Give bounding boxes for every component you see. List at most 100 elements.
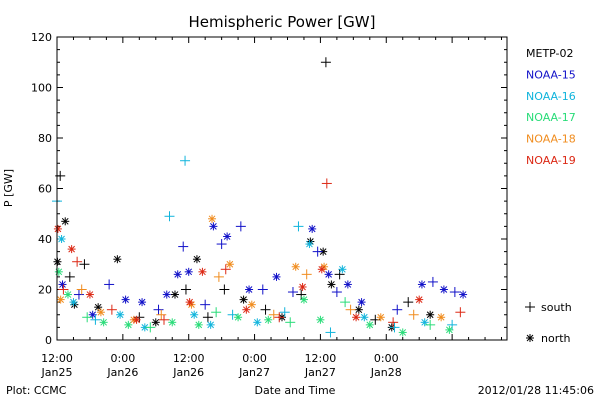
data-point-noaa-18-north [376, 313, 385, 322]
plot-timestamp: 2012/01/28 11:45:06 [478, 384, 594, 397]
data-point-noaa-19-north [298, 282, 307, 291]
data-point-noaa-15-north [459, 290, 468, 299]
y-tick-label: 60 [38, 183, 52, 196]
data-point-noaa-15-north [58, 280, 67, 289]
x-tick-label-time: 0:00 [242, 352, 267, 365]
data-point-noaa-15-north [343, 280, 352, 289]
data-point-noaa-15-south [178, 241, 189, 252]
data-point-noaa-19-north [67, 245, 76, 254]
data-point-noaa-18-south [268, 309, 279, 320]
data-point-noaa-15-north [88, 310, 97, 319]
data-point-noaa-19-north [317, 265, 326, 274]
legend-item-noaa-17: NOAA-17 [526, 111, 576, 124]
data-point-noaa-15-north [245, 285, 254, 294]
data-point-noaa-19-south [159, 314, 170, 325]
y-tick-label: 0 [45, 334, 52, 347]
data-point-noaa-19-south [455, 307, 466, 318]
data-point-noaa-15-south [392, 304, 403, 315]
data-point-noaa-17-south [145, 322, 156, 333]
y-tick-label: 120 [31, 31, 52, 44]
data-point-metp-02-south [260, 304, 271, 315]
legend-south-marker [525, 302, 535, 312]
data-point-metp-02-north [151, 318, 160, 327]
legend-item-noaa-16: NOAA-16 [526, 90, 576, 103]
legend-south-label: south [541, 301, 572, 314]
x-tick-label-date: Jan27 [304, 366, 336, 379]
data-point-noaa-17-north [445, 325, 454, 334]
data-point-noaa-15-south [104, 279, 115, 290]
data-point-noaa-18-north [96, 308, 105, 317]
data-point-noaa-18-south [76, 284, 87, 295]
data-point-noaa-18-north [437, 313, 446, 322]
x-tick-label-date: Jan27 [238, 366, 270, 379]
data-point-noaa-16-south [447, 319, 458, 330]
x-tick-label-date: Jan28 [370, 366, 402, 379]
data-point-noaa-19-north [85, 290, 94, 299]
data-point-noaa-15-north [184, 267, 193, 276]
data-point-noaa-17-north [194, 320, 203, 329]
data-point-noaa-17-north [99, 318, 108, 327]
data-point-noaa-16-north [338, 265, 347, 274]
x-tick-label-time: 12:00 [173, 352, 205, 365]
data-point-noaa-17-north [264, 315, 273, 324]
y-tick-label: 20 [38, 284, 52, 297]
data-point-noaa-17-south [425, 319, 436, 330]
x-tick-label-date: Jan26 [172, 366, 204, 379]
x-tick-label-time: 0:00 [374, 352, 399, 365]
data-point-noaa-15-south [257, 284, 268, 295]
x-axis-label: Date and Time [255, 384, 336, 397]
x-tick-label-date: Jan25 [41, 366, 73, 379]
data-point-metp-02-north [192, 255, 201, 264]
data-point-noaa-16-north [57, 235, 66, 243]
data-point-noaa-15-north [439, 285, 448, 294]
data-point-noaa-15-south [153, 304, 164, 315]
y-tick-label: 40 [38, 233, 52, 246]
data-point-noaa-15-north [138, 298, 147, 307]
data-point-metp-02-north [170, 290, 179, 299]
x-tick-label-date: Jan26 [106, 366, 138, 379]
data-point-noaa-15-north [121, 295, 130, 304]
data-point-noaa-16-north [305, 240, 314, 249]
data-point-noaa-19-south [220, 264, 231, 275]
data-point-metp-02-north [327, 280, 336, 289]
data-point-noaa-18-south [156, 309, 167, 320]
data-point-noaa-15-south [200, 299, 211, 310]
data-point-noaa-15-north [357, 298, 366, 307]
chart-title: Hemispheric Power [GW] [189, 13, 376, 31]
data-point-noaa-16-south [293, 221, 304, 232]
data-point-noaa-17-south [340, 297, 351, 308]
data-point-noaa-15-south [427, 276, 438, 287]
data-point-noaa-17-north [316, 315, 325, 324]
data-point-noaa-18-north [208, 214, 217, 223]
data-point-noaa-17-north [299, 295, 308, 304]
data-point-noaa-19-north [198, 267, 207, 276]
data-point-noaa-17-north [234, 313, 243, 322]
data-point-noaa-19-south [274, 312, 285, 323]
data-point-noaa-19-south [106, 304, 117, 315]
data-point-noaa-16-north [253, 318, 262, 327]
data-point-noaa-17-north [398, 328, 407, 337]
data-point-noaa-15-north [209, 222, 218, 231]
legend-north-marker [526, 334, 534, 342]
legend-item-metp-02: METP-02 [526, 47, 574, 60]
data-point-metp-02-south [202, 312, 213, 323]
legend-item-noaa-15: NOAA-15 [526, 68, 576, 81]
data-points [52, 57, 468, 338]
data-point-noaa-15-north [272, 272, 281, 281]
x-tick-label-time: 12:00 [41, 352, 73, 365]
data-point-noaa-19-south [321, 178, 332, 189]
data-point-noaa-16-south [325, 327, 336, 338]
data-point-noaa-16-south [164, 211, 175, 222]
data-point-noaa-19-north [132, 315, 141, 324]
x-axis: 12:00Jan250:00Jan2612:00Jan260:00Jan2712… [41, 37, 503, 379]
data-point-noaa-16-south [180, 155, 191, 166]
data-point-noaa-15-south [331, 287, 342, 298]
data-point-noaa-16-south [279, 307, 290, 318]
data-point-noaa-19-north [415, 295, 424, 304]
data-point-metp-02-south [334, 269, 345, 280]
data-point-metp-02-south [296, 289, 307, 300]
data-point-noaa-16-north [116, 310, 125, 319]
data-point-noaa-17-south [211, 307, 222, 318]
data-point-noaa-16-south [389, 322, 400, 333]
data-point-metp-02-north [426, 310, 435, 319]
